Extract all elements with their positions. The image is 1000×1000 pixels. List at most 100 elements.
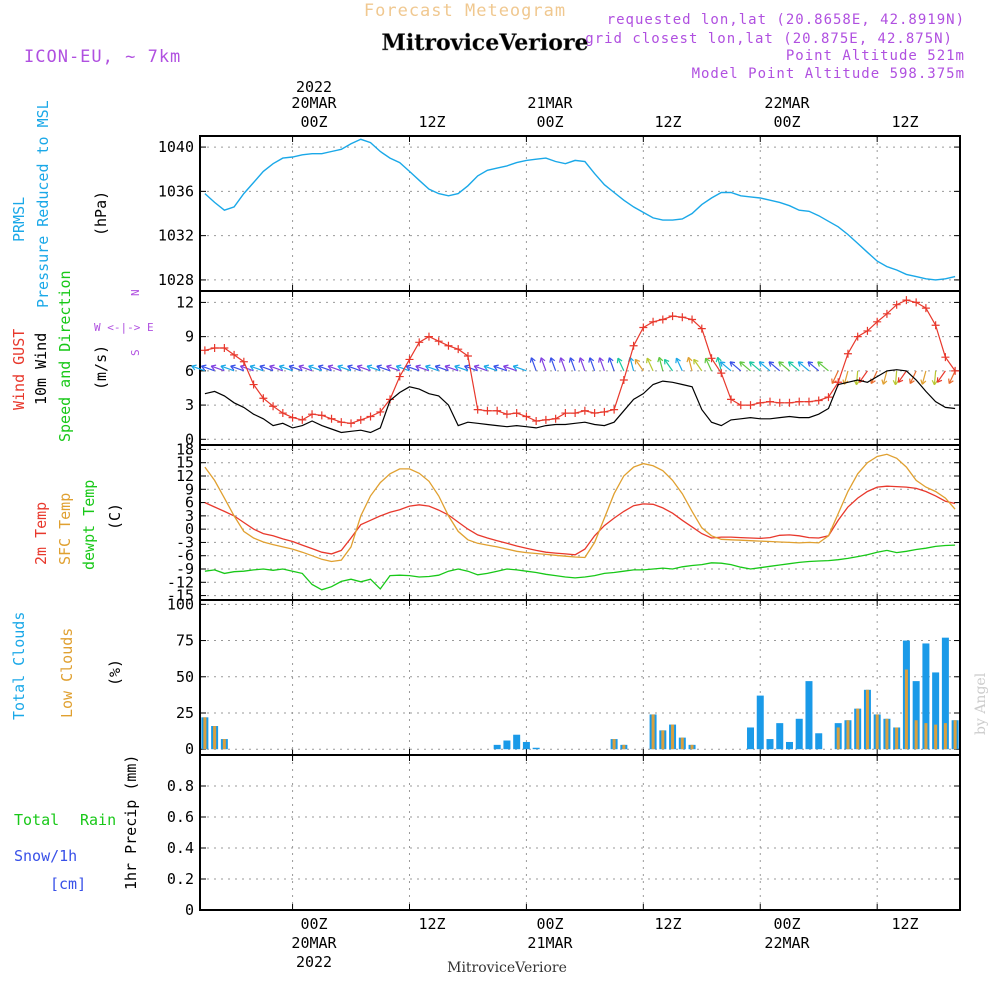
wind-arrow-head: [317, 365, 322, 371]
low-cloud-bar: [904, 669, 908, 750]
wind-arrow: [843, 370, 849, 385]
info-line-3: Point Altitude 521m: [786, 48, 965, 64]
wind-arrow-head: [749, 361, 755, 364]
wind-arrow-head: [405, 365, 410, 371]
footer-station: MitroviceVeriore: [447, 960, 567, 976]
gust-marker: [356, 415, 365, 424]
wind-arrow-head: [308, 364, 314, 367]
gust-marker: [814, 396, 823, 405]
wind-arrow-head: [729, 361, 733, 367]
gust-marker: [863, 326, 872, 335]
wind-arrow: [719, 361, 732, 372]
gust-marker: [824, 393, 833, 402]
gust-marker: [298, 415, 307, 424]
wind-arrow-head: [729, 361, 736, 364]
wind-arrow-head: [259, 364, 265, 367]
gust-marker: [532, 417, 541, 426]
low-cloud-bar: [671, 724, 675, 750]
wind-arrow-head: [635, 358, 641, 362]
gust-marker: [200, 346, 209, 355]
gust-marker: [444, 341, 453, 350]
credit-watermark: by Angel: [973, 672, 989, 735]
wind-arrow-head: [599, 357, 604, 362]
gust-marker: [775, 398, 784, 407]
top-tick-60: 12Z: [891, 113, 918, 131]
gust-marker: [541, 415, 550, 424]
wind-arrow: [870, 370, 878, 384]
clouds-ytick-label: 75: [176, 632, 194, 650]
station-title: MitroviceVeriore: [382, 30, 589, 56]
gust-marker: [610, 405, 619, 414]
wind-arrow: [474, 365, 488, 372]
bottom-tick-48: 00Z: [773, 915, 800, 933]
precip-ytick-label: 0.8: [167, 777, 194, 795]
wind-arrow-head: [396, 364, 402, 367]
wind-arrow-head: [529, 357, 532, 363]
pressure-label-1: PRMSL: [10, 197, 28, 242]
info-line-1: requested lon,lat (20.8658E, 42.8919N): [607, 12, 965, 28]
gust-marker: [249, 380, 258, 389]
wind-arrow-head: [715, 357, 719, 363]
wind-arrow-head: [539, 357, 542, 363]
wind-arrow-head: [948, 380, 954, 385]
pressure-ytick-label: 1028: [158, 271, 194, 289]
wind-arrow: [664, 359, 674, 372]
total-cloud-bar: [756, 695, 764, 750]
precip-ytick-label: 0: [185, 901, 194, 919]
wind-arrow-head: [200, 365, 206, 371]
wind-arrow-head: [588, 357, 591, 363]
wind-arrow-head: [646, 357, 652, 362]
wind-arrow: [855, 370, 859, 385]
total-cloud-bar: [503, 740, 511, 750]
wind-arrow: [739, 361, 751, 372]
wind-arrow-head: [318, 364, 324, 367]
wind-arrow-head: [444, 364, 451, 367]
temp-ytick-label: -9: [176, 560, 194, 578]
gust-marker: [707, 354, 716, 363]
low-cloud-bar: [846, 720, 850, 750]
gust-marker: [678, 313, 687, 322]
wind-arrow-head: [608, 357, 614, 362]
pressure-frame: [199, 135, 961, 292]
wind-arrow-head: [589, 357, 595, 362]
wind-arrow-head: [778, 361, 781, 367]
wind-arrow-head: [831, 378, 833, 384]
gust-marker: [337, 418, 346, 427]
wind-arrow-head: [870, 380, 876, 385]
wind-arrow-head: [386, 365, 391, 371]
wind-arrow-head: [549, 357, 552, 363]
gust-marker: [483, 406, 492, 415]
gust-marker: [327, 414, 336, 423]
wind-arrow: [249, 365, 264, 372]
wind-ytick-label: 12: [176, 293, 194, 311]
wind-arrow: [220, 365, 235, 372]
precip-frame: [199, 754, 961, 911]
gust-marker: [873, 317, 882, 326]
wind-arrow: [560, 357, 566, 372]
wind-arrow-head: [259, 365, 264, 371]
wind-arrow-head: [415, 365, 420, 371]
wind-arrow-head: [870, 378, 872, 384]
wind-arrow: [589, 357, 596, 372]
gust-label: Wind GUST: [10, 329, 28, 410]
wind-arrow-head: [201, 364, 207, 367]
gust-marker: [804, 397, 813, 406]
gust-marker: [278, 409, 287, 418]
low-cloud-bar: [856, 708, 860, 750]
gust-marker: [395, 372, 404, 381]
wind-arrow: [337, 365, 352, 372]
gust-marker: [639, 323, 648, 332]
total-cloud-label: Total Clouds: [10, 612, 28, 720]
total-cloud-bar: [912, 681, 920, 750]
wind-arrow: [550, 357, 557, 372]
low-cloud-label: Low Clouds: [58, 628, 76, 718]
wind-arrow-head: [768, 361, 772, 367]
wind-arrow: [658, 357, 664, 372]
bottom-date-48: 22MAR: [764, 934, 810, 952]
wind-arrow-head: [657, 357, 660, 363]
wind-arrow-head: [882, 380, 888, 385]
wind-arrow: [230, 365, 245, 372]
bottom-tick-60: 12Z: [891, 915, 918, 933]
gust-marker: [736, 401, 745, 410]
gust-marker: [785, 398, 794, 407]
